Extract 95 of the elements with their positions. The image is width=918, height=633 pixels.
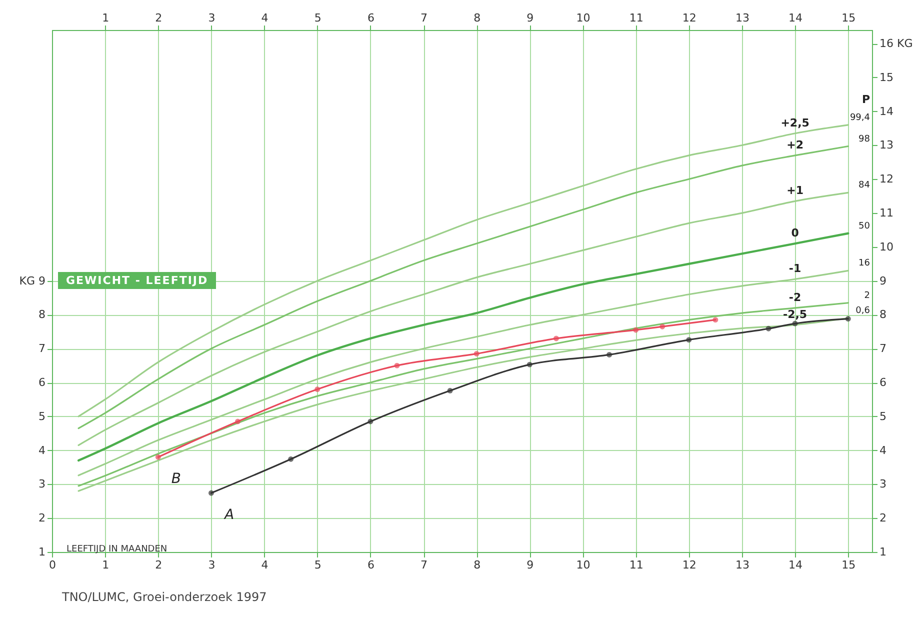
- y-tick-label: 3: [38, 478, 46, 491]
- y2-tick-label: 10: [880, 240, 894, 254]
- annotation: 98: [858, 134, 870, 144]
- point: [712, 317, 718, 323]
- point: [474, 350, 480, 356]
- y2-tick-label: 12: [880, 172, 894, 186]
- text: TNO/LUMC, Groei-onderzoek 1997: [62, 590, 267, 604]
- point: [686, 337, 692, 343]
- series-label: +2,5: [780, 116, 810, 130]
- x-tick-label: 6: [367, 558, 374, 572]
- x-tick-label: 12: [682, 558, 696, 572]
- y2-tick-label: 16 KG: [880, 37, 913, 50]
- point: [553, 336, 559, 342]
- annotation: 2: [864, 290, 870, 301]
- point: [394, 362, 400, 368]
- series-label: -2,5: [783, 308, 808, 321]
- y2-tick-label: 11: [880, 206, 894, 220]
- y2-tick-label: 2: [880, 512, 886, 525]
- point: [845, 316, 851, 322]
- x2-tick-label: 1: [102, 12, 110, 24]
- y-tick-label: 7: [38, 342, 46, 356]
- y2-tick-label: 15: [880, 70, 894, 84]
- x2-tick-label: 6: [367, 12, 374, 24]
- x2-tick-label: 12: [682, 12, 696, 24]
- x-tick-label: 4: [261, 558, 268, 572]
- point: [314, 386, 320, 392]
- x2-tick-label: 7: [420, 12, 428, 24]
- annotation: 99,4: [850, 112, 870, 123]
- point: [235, 418, 240, 424]
- point: [208, 490, 214, 496]
- y-tick-label: 5: [38, 410, 46, 423]
- series-label: A: [223, 507, 234, 524]
- annotation: 16: [858, 258, 870, 269]
- y2-tick-label: 3: [880, 478, 886, 491]
- annotation: 50: [858, 221, 870, 232]
- x2-tick-label: 14: [788, 12, 803, 24]
- series-label: +2: [786, 138, 804, 152]
- y-tick-label: 1: [38, 546, 46, 558]
- annotation: 0,6: [856, 306, 870, 316]
- x2-tick-label: 8: [474, 12, 481, 24]
- series-label: B: [171, 471, 181, 488]
- x-tick-label: 8: [474, 558, 481, 572]
- y-tick-label: 4: [38, 444, 46, 457]
- x2-tick-label: 11: [629, 12, 644, 24]
- y2-tick-label: 4: [880, 444, 886, 457]
- x2-tick-label: 10: [576, 12, 590, 24]
- x2-tick-label: 15: [842, 12, 856, 24]
- point: [368, 418, 374, 424]
- x-tick-label: 7: [420, 558, 428, 572]
- series-label: +1: [786, 184, 804, 198]
- y2-tick-label: 6: [880, 376, 886, 390]
- point: [155, 454, 161, 460]
- series-label: -1: [788, 262, 802, 276]
- text: GEWICHT - LEEFTIJD: [58, 272, 216, 289]
- y2-tick-label: 1: [880, 546, 886, 558]
- x-tick-label: 9: [526, 558, 534, 572]
- x-tick-label: 1: [102, 558, 110, 572]
- x-axis-title: LEEFTIJD IN MAANDEN: [66, 544, 168, 554]
- x-tick-label: 3: [208, 558, 216, 572]
- point: [288, 456, 294, 462]
- annotation: P: [862, 92, 870, 106]
- y2-tick-label: 14: [880, 104, 894, 118]
- y2-tick-label: 9: [880, 274, 886, 288]
- point: [633, 327, 639, 333]
- x2-tick-label: 9: [526, 12, 534, 24]
- point: [792, 320, 798, 326]
- x-tick-label: 2: [155, 558, 162, 572]
- series-label: -2: [788, 290, 802, 304]
- x-tick-label: 13: [735, 558, 750, 572]
- point: [606, 352, 612, 358]
- x-tick-label: 5: [314, 558, 322, 572]
- x2-tick-label: 2: [155, 12, 162, 24]
- annotation: 84: [858, 180, 870, 191]
- x-tick-label: 15: [842, 558, 856, 572]
- x-tick-label: 11: [629, 558, 644, 572]
- y2-tick-label: 5: [880, 410, 886, 423]
- y-tick-label: KG 9: [19, 274, 46, 288]
- x-tick-label: 14: [788, 558, 803, 572]
- x2-tick-label: 3: [208, 12, 216, 24]
- x2-tick-label: 4: [261, 12, 268, 24]
- point: [526, 362, 532, 368]
- y2-tick-label: 7: [880, 342, 886, 356]
- y-tick-label: 6: [38, 376, 46, 390]
- y2-tick-label: 8: [880, 308, 886, 322]
- y-tick-label: 8: [38, 308, 46, 322]
- y2-tick-label: 13: [880, 138, 894, 152]
- y-tick-label: 2: [38, 512, 46, 525]
- x-tick-label: 10: [576, 558, 590, 572]
- point: [447, 388, 453, 394]
- point: [766, 326, 772, 332]
- series-label: 0: [791, 226, 800, 240]
- x2-tick-label: 13: [735, 12, 750, 24]
- x-tick-label: 0: [49, 558, 56, 572]
- x2-tick-label: 5: [314, 12, 322, 24]
- point: [660, 324, 666, 330]
